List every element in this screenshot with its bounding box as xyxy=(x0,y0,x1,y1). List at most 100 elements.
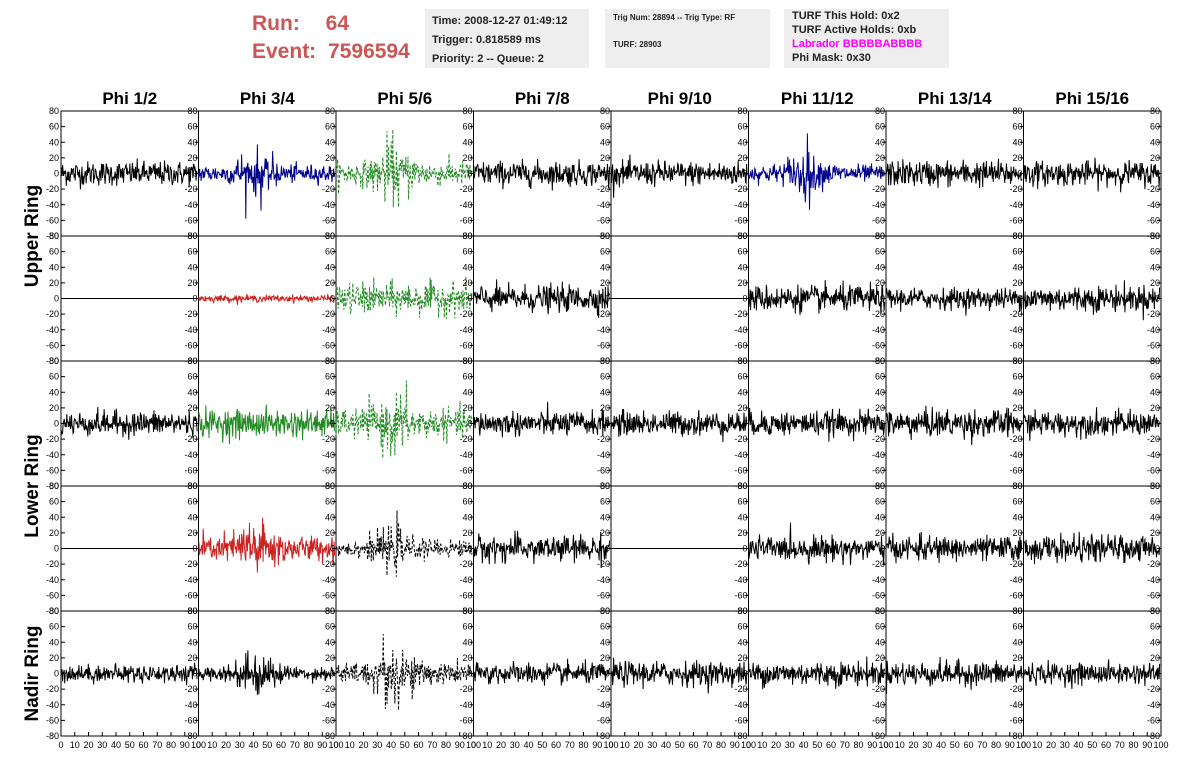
y-tick-label: 60 xyxy=(737,247,747,257)
x-tick-label: 60 xyxy=(963,740,973,750)
x-tick-label: 70 xyxy=(702,740,712,750)
y-tick-label: 0 xyxy=(742,294,747,304)
y-tick-label: 0 xyxy=(54,669,59,679)
y-tick-label: 60 xyxy=(1150,372,1160,382)
x-tick-label: 60 xyxy=(826,740,836,750)
y-tick-label: -60 xyxy=(1009,340,1022,350)
y-tick-label: -20 xyxy=(1009,434,1022,444)
y-tick-label: 0 xyxy=(192,419,197,429)
y-tick-label: 0 xyxy=(1017,669,1022,679)
y-tick-label: -20 xyxy=(322,559,335,569)
y-tick-label: -20 xyxy=(322,184,335,194)
waveform-trace xyxy=(748,280,886,315)
y-tick-label: -60 xyxy=(1009,715,1022,725)
y-tick-label: 20 xyxy=(600,653,610,663)
y-tick-label: 20 xyxy=(600,153,610,163)
y-tick-label: 20 xyxy=(325,278,335,288)
y-tick-label: -20 xyxy=(597,184,610,194)
y-tick-label: 0 xyxy=(467,294,472,304)
y-tick-label: 60 xyxy=(600,622,610,632)
y-tick-label: -20 xyxy=(734,434,747,444)
waveform-trace xyxy=(610,408,748,443)
y-tick-label: -20 xyxy=(872,184,885,194)
y-tick-label: 20 xyxy=(325,403,335,413)
y-tick-label: 60 xyxy=(600,122,610,132)
y-tick-label: 40 xyxy=(1150,137,1160,147)
y-tick-label: 40 xyxy=(49,512,59,522)
x-tick-label: 50 xyxy=(400,740,410,750)
y-tick-label: 20 xyxy=(49,153,59,163)
y-tick-label: -20 xyxy=(459,309,472,319)
y-tick-label: 80 xyxy=(1012,106,1022,116)
y-tick-label: 60 xyxy=(1150,247,1160,257)
y-tick-label: 0 xyxy=(605,294,610,304)
y-tick-label: -60 xyxy=(1147,215,1160,225)
y-tick-label: -60 xyxy=(184,465,197,475)
y-tick-label: -20 xyxy=(597,684,610,694)
waveform-trace xyxy=(473,401,611,438)
y-tick-label: 0 xyxy=(880,419,885,429)
x-tick-label: 70 xyxy=(1115,740,1125,750)
y-tick-label: 80 xyxy=(325,356,335,366)
turf-this-hold-text: TURF This Hold: 0x2 xyxy=(792,10,900,22)
x-tick-label: 80 xyxy=(578,740,588,750)
y-tick-label: 60 xyxy=(187,497,197,507)
x-tick-label: 60 xyxy=(688,740,698,750)
waveform-trace xyxy=(1023,280,1161,321)
y-tick-label: 20 xyxy=(325,653,335,663)
y-tick-label: 40 xyxy=(462,637,472,647)
y-tick-label: -60 xyxy=(734,590,747,600)
y-tick-label: -60 xyxy=(1009,465,1022,475)
run-label: Run: xyxy=(252,12,300,35)
y-tick-label: -20 xyxy=(1147,434,1160,444)
y-tick-label: 40 xyxy=(187,387,197,397)
y-tick-label: -20 xyxy=(1009,684,1022,694)
waveform-trace xyxy=(335,510,473,577)
y-tick-label: 40 xyxy=(49,137,59,147)
y-tick-label: -20 xyxy=(1147,309,1160,319)
x-tick-label: 60 xyxy=(413,740,423,750)
y-tick-label: -60 xyxy=(734,715,747,725)
y-tick-label: -80 xyxy=(1147,731,1160,741)
y-tick-label: 40 xyxy=(1012,262,1022,272)
y-tick-label: -20 xyxy=(597,559,610,569)
x-tick-label: 20 xyxy=(1046,740,1056,750)
y-tick-label: 60 xyxy=(1012,372,1022,382)
y-tick-label: 0 xyxy=(1017,419,1022,429)
y-tick-label: -40 xyxy=(1147,575,1160,585)
labrador-text: Labrador BBBBBABBBB xyxy=(792,38,923,50)
x-tick-label: 90 xyxy=(455,740,465,750)
y-tick-label: -40 xyxy=(184,575,197,585)
y-tick-label: 60 xyxy=(49,122,59,132)
y-tick-label: 0 xyxy=(605,544,610,554)
y-tick-label: -80 xyxy=(184,731,197,741)
y-tick-label: 0 xyxy=(1017,169,1022,179)
x-tick-label: 100 xyxy=(191,740,206,750)
y-tick-label: 40 xyxy=(1150,387,1160,397)
y-tick-label: 80 xyxy=(600,106,610,116)
panel-frame xyxy=(885,110,1024,237)
y-tick-label: 40 xyxy=(462,262,472,272)
y-tick-label: 40 xyxy=(49,637,59,647)
waveform-trace xyxy=(335,380,473,459)
event-value: 7596594 xyxy=(328,40,410,63)
y-tick-label: 80 xyxy=(187,606,197,616)
waveform-trace xyxy=(885,158,1023,189)
time-text: Time: 2008-12-27 01:49:12 xyxy=(432,15,568,27)
column-title: Phi 5/6 xyxy=(377,89,432,108)
y-tick-label: -60 xyxy=(734,340,747,350)
y-tick-label: 20 xyxy=(737,278,747,288)
y-tick-label: 80 xyxy=(462,356,472,366)
x-tick-label: 80 xyxy=(166,740,176,750)
y-tick-label: 80 xyxy=(875,106,885,116)
y-tick-label: 60 xyxy=(462,372,472,382)
y-tick-label: -60 xyxy=(459,340,472,350)
y-tick-label: -20 xyxy=(872,684,885,694)
waveform-trace xyxy=(748,522,886,566)
y-tick-label: -40 xyxy=(597,450,610,460)
y-tick-label: 80 xyxy=(49,606,59,616)
y-tick-label: -60 xyxy=(872,215,885,225)
y-tick-label: 80 xyxy=(325,106,335,116)
y-tick-label: 40 xyxy=(737,262,747,272)
y-tick-label: 40 xyxy=(1012,137,1022,147)
